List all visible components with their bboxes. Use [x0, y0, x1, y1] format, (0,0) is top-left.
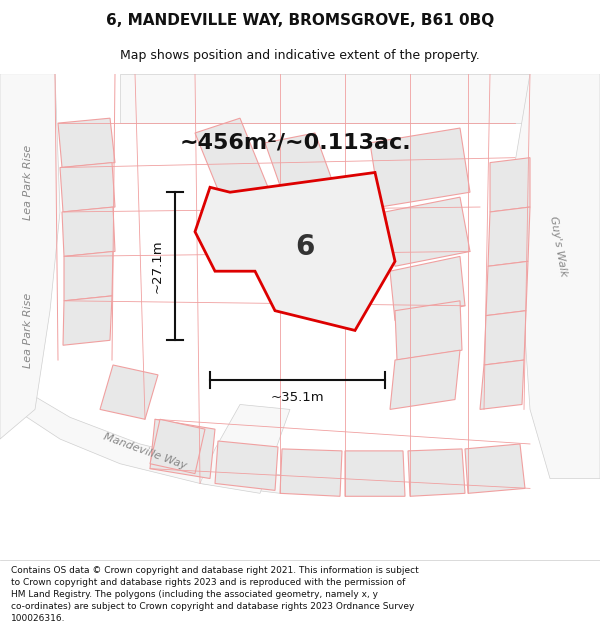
Text: ~35.1m: ~35.1m — [271, 391, 325, 404]
Text: Contains OS data © Crown copyright and database right 2021. This information is : Contains OS data © Crown copyright and d… — [11, 566, 419, 575]
Polygon shape — [486, 261, 528, 316]
Polygon shape — [62, 207, 115, 256]
Text: 6, MANDEVILLE WAY, BROMSGROVE, B61 0BQ: 6, MANDEVILLE WAY, BROMSGROVE, B61 0BQ — [106, 13, 494, 28]
Polygon shape — [58, 118, 115, 168]
Polygon shape — [200, 404, 290, 493]
Polygon shape — [465, 444, 525, 493]
Text: to Crown copyright and database rights 2023 and is reproduced with the permissio: to Crown copyright and database rights 2… — [11, 578, 405, 587]
Polygon shape — [345, 451, 405, 496]
Polygon shape — [64, 251, 113, 301]
Text: ~456m²/~0.113ac.: ~456m²/~0.113ac. — [179, 133, 411, 153]
Text: ~27.1m: ~27.1m — [151, 239, 163, 293]
Polygon shape — [488, 207, 530, 266]
Polygon shape — [100, 365, 158, 419]
Polygon shape — [195, 118, 270, 207]
Polygon shape — [63, 296, 112, 345]
Polygon shape — [490, 158, 530, 212]
Polygon shape — [370, 128, 470, 207]
Polygon shape — [385, 197, 470, 266]
Polygon shape — [265, 133, 340, 214]
Polygon shape — [480, 360, 524, 409]
Text: Lea Park Rise: Lea Park Rise — [23, 145, 33, 220]
Polygon shape — [230, 192, 320, 266]
Polygon shape — [215, 441, 278, 491]
Polygon shape — [150, 419, 215, 479]
Polygon shape — [0, 74, 60, 439]
Polygon shape — [150, 419, 205, 474]
Polygon shape — [60, 162, 115, 212]
Polygon shape — [408, 449, 465, 496]
Text: co-ordinates) are subject to Crown copyright and database rights 2023 Ordnance S: co-ordinates) are subject to Crown copyr… — [11, 602, 414, 611]
Text: 100026316.: 100026316. — [11, 614, 65, 622]
Polygon shape — [390, 350, 460, 409]
Polygon shape — [280, 449, 342, 496]
Text: Mandeville Way: Mandeville Way — [102, 431, 188, 471]
Polygon shape — [0, 382, 300, 493]
Text: 6: 6 — [295, 232, 314, 261]
Text: HM Land Registry. The polygons (including the associated geometry, namely x, y: HM Land Registry. The polygons (includin… — [11, 590, 378, 599]
Polygon shape — [395, 301, 462, 360]
Polygon shape — [195, 173, 395, 331]
Text: Lea Park Rise: Lea Park Rise — [23, 292, 33, 368]
Text: Guy's Walk: Guy's Walk — [548, 216, 568, 278]
Polygon shape — [484, 311, 526, 365]
Polygon shape — [120, 74, 600, 123]
Polygon shape — [390, 256, 465, 321]
Text: Map shows position and indicative extent of the property.: Map shows position and indicative extent… — [120, 49, 480, 62]
Polygon shape — [515, 74, 600, 479]
